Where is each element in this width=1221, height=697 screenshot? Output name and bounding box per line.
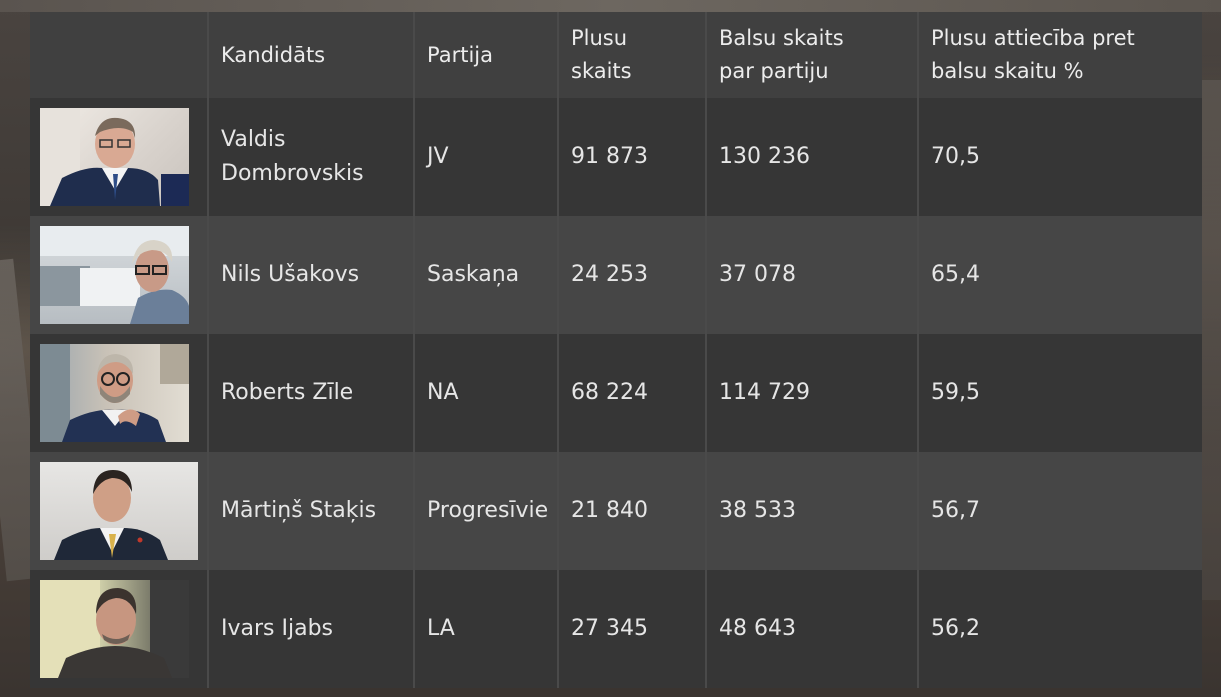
plus-count-cell: 24 253 (558, 216, 707, 334)
candidate-name-line1: Roberts Zīle (221, 380, 354, 405)
candidate-name-line1: Nils Ušakovs (221, 262, 360, 287)
background-paper-right (1199, 80, 1221, 600)
photo-cell (30, 570, 209, 688)
ratio-cell: 56,7 (918, 452, 1202, 570)
portrait-man-beard-glasses-icon (40, 344, 189, 442)
candidate-name-line1: Ivars Ijabs (221, 616, 333, 641)
votes-count-cell: 38 533 (706, 452, 919, 570)
portrait-man-dark-hair-icon (40, 580, 189, 678)
header-ratio-line1: Plusu attiecība pret (931, 26, 1135, 50)
header-plus-line2: skaits (571, 59, 632, 83)
votes-count-cell: 114 729 (706, 334, 919, 452)
party-cell: LA (414, 570, 559, 688)
party-cell: Saskaņa (414, 216, 559, 334)
results-table-container: Kandidāts Partija Plusu skaits Balsu ska… (30, 12, 1202, 697)
header-plus-line1: Plusu (571, 26, 628, 50)
candidate-name: Ivars Ijabs (208, 570, 415, 688)
header-ratio-line2: balsu skaitu % (931, 59, 1084, 83)
header-photo (30, 12, 209, 98)
portrait-man-yellow-tie-icon (40, 462, 198, 560)
candidate-name-line2: Dombrovskis (221, 161, 364, 186)
photo-cell (30, 216, 209, 334)
photo-cell (30, 334, 209, 452)
header-votes-line1: Balsu skaits (719, 26, 844, 50)
background-top-strip (0, 0, 1221, 12)
plus-count-cell: 91 873 (558, 98, 707, 216)
party-cell: Progresīvie (414, 452, 559, 570)
votes-count-cell: 130 236 (706, 98, 919, 216)
table-row: Nils Ušakovs Saskaņa 24 253 37 078 65,4 (30, 216, 1202, 334)
plus-count-cell: 21 840 (558, 452, 707, 570)
ratio-cell: 59,5 (918, 334, 1202, 452)
ratio-cell: 56,2 (918, 570, 1202, 688)
portrait-man-grey-hair-glasses-icon (40, 226, 189, 324)
photo-cell (30, 452, 209, 570)
ratio-cell: 65,4 (918, 216, 1202, 334)
candidate-name-line1: Mārtiņš Staķis (221, 498, 377, 523)
header-party: Partija (414, 12, 559, 98)
header-candidate: Kandidāts (208, 12, 415, 98)
ratio-cell: 70,5 (918, 98, 1202, 216)
candidate-name: Nils Ušakovs (208, 216, 415, 334)
table-header: Kandidāts Partija Plusu skaits Balsu ska… (30, 12, 1202, 98)
results-table: Kandidāts Partija Plusu skaits Balsu ska… (30, 12, 1202, 688)
table-row: Roberts Zīle NA 68 224 114 729 59,5 (30, 334, 1202, 452)
candidate-name: Valdis Dombrovskis (208, 98, 415, 216)
table-row: Mārtiņš Staķis Progresīvie 21 840 38 533… (30, 452, 1202, 570)
party-cell: NA (414, 334, 559, 452)
table-body: Valdis Dombrovskis JV 91 873 130 236 70,… (30, 98, 1202, 688)
portrait-man-glasses-suit-icon (40, 108, 189, 206)
header-row: Kandidāts Partija Plusu skaits Balsu ska… (30, 12, 1202, 98)
table-row: Valdis Dombrovskis JV 91 873 130 236 70,… (30, 98, 1202, 216)
plus-count-cell: 68 224 (558, 334, 707, 452)
header-votes-line2: par partiju (719, 59, 829, 83)
header-votes-count: Balsu skaits par partiju (706, 12, 919, 98)
plus-count-cell: 27 345 (558, 570, 707, 688)
votes-count-cell: 48 643 (706, 570, 919, 688)
candidate-name-line1: Valdis (221, 127, 286, 152)
party-cell: JV (414, 98, 559, 216)
photo-cell (30, 98, 209, 216)
header-plus-count: Plusu skaits (558, 12, 707, 98)
candidate-name: Roberts Zīle (208, 334, 415, 452)
votes-count-cell: 37 078 (706, 216, 919, 334)
candidate-name: Mārtiņš Staķis (208, 452, 415, 570)
table-row: Ivars Ijabs LA 27 345 48 643 56,2 (30, 570, 1202, 688)
header-ratio: Plusu attiecība pret balsu skaitu % (918, 12, 1202, 98)
